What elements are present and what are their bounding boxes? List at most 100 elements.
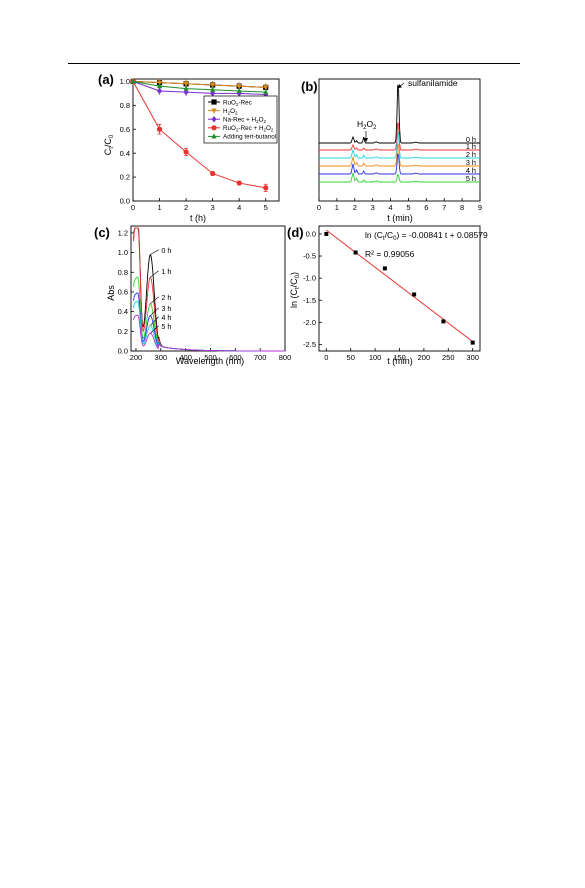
panel-c-label: (c)	[94, 225, 110, 240]
panel-a-legend-label-part: 2	[228, 110, 231, 115]
panel-c-series-label: 0 h	[161, 246, 171, 255]
panel-c-xtick-label: 700	[254, 353, 267, 362]
panel-c-xtick-label: 200	[130, 353, 143, 362]
panel-a-xtick-label: 5	[264, 203, 268, 212]
panel-d-xtick-label: 0	[324, 353, 328, 362]
panel-d-xtick-label: 150	[393, 353, 406, 362]
panel-a-legend-swatch-marker	[211, 99, 217, 105]
panel-a-legend-label-part: 2	[264, 119, 267, 124]
page-top-rule	[68, 63, 520, 64]
panel-a-ytick-label: 0.2	[120, 173, 130, 182]
panel-d-label: (d)	[287, 225, 304, 240]
panel-d-ytick-label: 0.0	[306, 230, 316, 239]
panel-c-spectrum	[133, 227, 285, 352]
panel-c-spectrum	[133, 314, 285, 352]
panel-a-legend-label-part: 2	[235, 110, 238, 115]
panel-d-equation: ln (Ct/C0) = -0.00841 t + 0.08579	[365, 230, 488, 242]
panel-b-trace	[319, 153, 480, 175]
panel-d-ytick-label: -2.0	[303, 318, 316, 327]
panel-a-legend-label: H2O2	[223, 108, 238, 116]
panel-b-xtick-label: 6	[424, 203, 428, 212]
panel-c-series-label: 2 h	[161, 293, 171, 302]
panel-a-legend-label-part: 2	[264, 128, 267, 133]
panel-a-legend-label: RuO2-Rec + H2O2	[223, 125, 274, 133]
panel-a-xtick-label: 3	[211, 203, 215, 212]
panel-c-series-label: 1 h	[161, 267, 171, 276]
panel-a-legend-label: Na-Rec + H2O2	[223, 117, 267, 125]
panel-d: 0 50 100 150 200 250 300 0.0 -0.5 -1.0 -1.5 -2.0 -2.…	[287, 225, 488, 366]
panel-c-ytick-label: 0.2	[118, 327, 128, 336]
panel-a: 0 1 2 3 4 50.00.20.40.60.81.0 RuO2-RecH2O2Na-…	[98, 72, 280, 223]
panel-c-xlabel: Wavelength (nm)	[176, 356, 244, 366]
panel-d-xtick-label: 200	[418, 353, 431, 362]
panel-c-label-leader	[150, 249, 160, 255]
panel-b-annotation-h2o2: H2O2	[357, 119, 377, 131]
panel-c-ytick-label: 0.4	[118, 307, 128, 316]
panel-c-frame	[130, 225, 286, 352]
panel-a-series	[130, 78, 269, 192]
panel-d-ytick-label: -0.5	[303, 252, 316, 261]
panel-b-trace-label: 0 h	[466, 135, 476, 144]
panel-a-point	[263, 85, 269, 91]
panel-b-trace	[319, 172, 480, 183]
panel-c-xtick-label: 600	[229, 353, 242, 362]
panel-a-point	[156, 87, 163, 95]
panel-c-ytick-label: 0.0	[118, 347, 128, 356]
panel-a-legend-label-part: Na-Rec + H	[223, 117, 257, 124]
panel-a-point	[156, 83, 163, 89]
panel-c-ticks: 200 300 400 500 600 700 800 0.0 0.2 0.4 0.6 0.8 1.0 1…	[118, 228, 292, 362]
panel-a-point	[183, 85, 189, 91]
panel-b-label: (b)	[301, 79, 318, 94]
panel-a-legend-label-part: 2	[256, 119, 259, 124]
panel-d-xlabel: t (min)	[387, 356, 413, 366]
panel-d-ticks: 0 50 100 150 200 250 300 0.0 -0.5 -1.0 -1.5 -2.0 -2.…	[303, 230, 479, 362]
panel-a-legend-swatch-marker	[211, 133, 217, 139]
panel-b-xtick-label: 3	[371, 203, 375, 212]
panel-c-ytick-label: 1.0	[118, 248, 128, 257]
panel-c-xtick-label: 500	[204, 353, 217, 362]
panel-a-point	[263, 89, 269, 95]
panel-c-xtick-label: 300	[155, 353, 168, 362]
panel-d-point	[412, 292, 417, 297]
panel-a-ytick-label: 0.8	[120, 101, 130, 110]
panel-a-point	[156, 126, 163, 132]
panel-b-xtick-label: 8	[460, 203, 464, 212]
panel-a-point	[236, 87, 242, 94]
panel-d-ytick-label: -1.0	[303, 274, 316, 283]
panel-a-point	[210, 82, 216, 89]
panel-a-legend-label: RuO2-Rec	[223, 99, 252, 107]
panel-a-point	[210, 170, 216, 177]
panel-a-legend-label-part: -Rec	[238, 99, 251, 106]
panel-b-trace-label: 4 h	[466, 166, 476, 175]
panel-b-axes	[318, 78, 481, 202]
panel-c-label-leader	[150, 296, 160, 304]
panel-a-legend-label-part: O	[230, 108, 235, 115]
panel-b-xlabel: t (min)	[387, 213, 413, 223]
panel-b-trace	[319, 132, 480, 159]
panel-c-ytick-label: 0.6	[118, 288, 128, 297]
panel-d-point	[382, 266, 387, 271]
panel-b-trace	[319, 122, 480, 151]
panel-b-frame	[318, 78, 481, 202]
panel-c-ytick-label: 0.8	[118, 268, 128, 277]
panel-a-legend-swatch-marker	[211, 116, 217, 123]
panel-c: 200 300 400 500 600 700 800 0.0 0.2 0.4 0.6 0.8 1.0 1…	[94, 225, 291, 366]
panel-b-xtick-label: 9	[478, 203, 482, 212]
panel-c-xtick-label: 800	[279, 353, 292, 362]
panel-a-legend-label-part: 2	[236, 128, 239, 133]
panel-b: 0 1 2 3 4 5 6 7 8 9 0 h1 h2 h3 h4 h5 h (b) t (min…	[301, 78, 482, 223]
panel-a-xlabel: t (h)	[190, 213, 206, 223]
panel-d-point	[324, 231, 329, 236]
panel-b-xtick-label: 1	[335, 203, 339, 212]
panel-a-legend-label-part: O	[266, 125, 271, 132]
panel-a-legend-swatch-marker	[211, 108, 217, 114]
panel-d-axes	[318, 225, 481, 352]
panel-b-trace	[319, 143, 480, 167]
panel-a-point	[210, 86, 216, 92]
panel-c-label-leader	[150, 307, 160, 316]
panel-c-label-leader	[150, 325, 160, 334]
panel-b-trace-label: 5 h	[466, 174, 476, 183]
panel-d-xtick-label: 50	[347, 353, 355, 362]
